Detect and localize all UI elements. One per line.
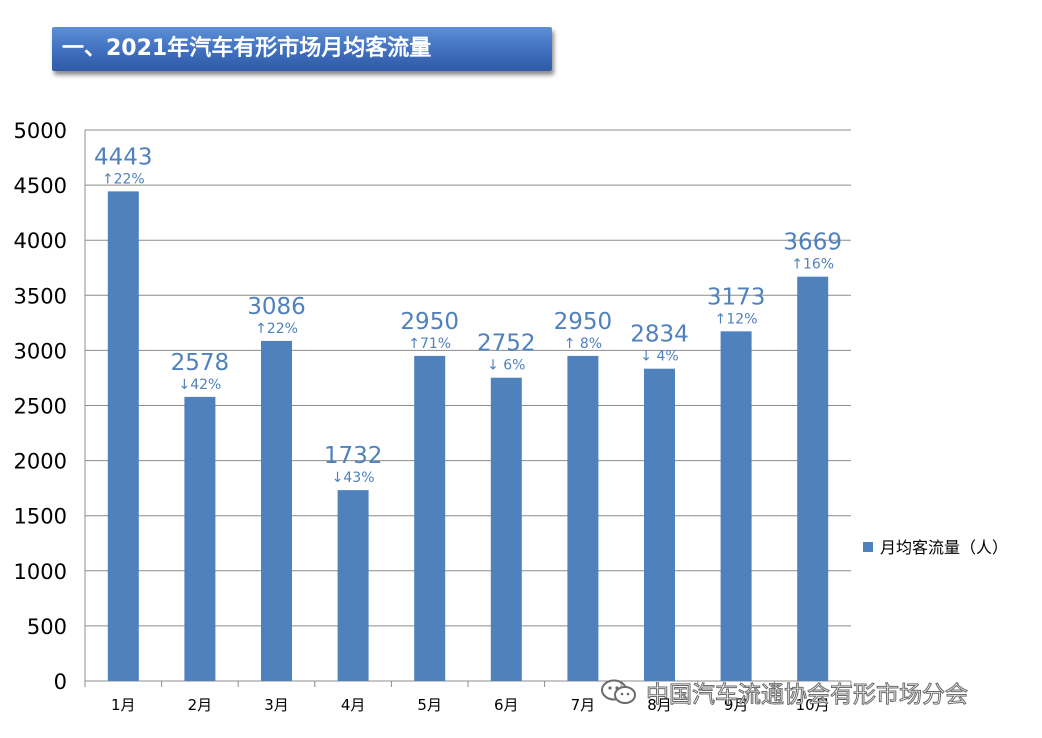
bar — [644, 368, 675, 681]
change-label: ↓ 6% — [487, 358, 525, 374]
watermark: 中国汽车流通协会有形市场分会 — [600, 672, 969, 712]
y-tick-label: 0 — [54, 670, 67, 694]
bar — [107, 191, 139, 681]
data-label: 1732 — [324, 443, 383, 469]
change-label: ↑16% — [791, 257, 834, 273]
y-tick-label: 3000 — [14, 339, 67, 363]
bar — [337, 490, 369, 681]
y-tick-label: 1000 — [14, 560, 67, 584]
x-tick-label: 2月 — [188, 696, 213, 714]
bar — [720, 331, 752, 681]
data-label: 2578 — [171, 350, 230, 376]
title-banner: 一、2021年汽车有形市场月均客流量 — [52, 27, 552, 71]
y-tick-label: 2500 — [14, 395, 67, 419]
change-label: ↓43% — [332, 470, 375, 486]
data-label: 2834 — [630, 322, 689, 348]
change-label: ↓42% — [178, 377, 221, 393]
legend-swatch — [863, 542, 873, 552]
change-label: ↑71% — [408, 336, 451, 352]
x-tick-label: 8月 — [647, 696, 672, 714]
bar — [490, 377, 522, 681]
x-tick-label: 7月 — [571, 696, 596, 714]
wechat-icon — [601, 679, 636, 704]
data-label: 3173 — [707, 284, 766, 310]
y-tick-label: 3500 — [14, 284, 67, 308]
x-tick-label: 4月 — [341, 696, 366, 714]
y-tick-label: 4000 — [14, 229, 67, 253]
change-label: ↓ 4% — [640, 349, 678, 365]
change-label: ↑ 8% — [564, 336, 602, 352]
x-tick-label: 5月 — [417, 696, 442, 714]
data-label: 2752 — [477, 331, 536, 357]
x-tick-label: 1月 — [111, 696, 136, 714]
y-tick-label: 1500 — [14, 505, 67, 529]
change-label: ↑22% — [102, 171, 145, 187]
y-tick-label: 5000 — [14, 119, 67, 143]
x-tick-label: 9月 — [724, 696, 749, 714]
change-label: ↑12% — [715, 311, 758, 327]
bar — [261, 340, 292, 681]
bar — [567, 355, 599, 681]
x-tick-label: 10月 — [796, 696, 830, 714]
watermark-text: 中国汽车流通协会有形市场分会 — [646, 682, 969, 709]
y-tick-label: 500 — [27, 615, 67, 639]
x-tick-label: 3月 — [264, 696, 289, 714]
bar — [414, 355, 446, 681]
x-tick-label: 6月 — [494, 696, 519, 714]
bar — [797, 276, 829, 681]
bar — [184, 396, 216, 681]
chart-title: 一、2021年汽车有形市场月均客流量 — [62, 36, 432, 61]
data-label: 3669 — [783, 230, 842, 256]
data-label: 3086 — [247, 294, 306, 320]
legend-label: 月均客流量（人） — [880, 538, 1008, 557]
data-label: 2950 — [554, 309, 613, 335]
data-label: 2950 — [400, 309, 459, 335]
y-tick-label: 4500 — [14, 174, 67, 198]
data-label: 4443 — [94, 144, 153, 170]
change-label: ↑22% — [255, 321, 298, 337]
y-tick-label: 2000 — [14, 450, 67, 474]
